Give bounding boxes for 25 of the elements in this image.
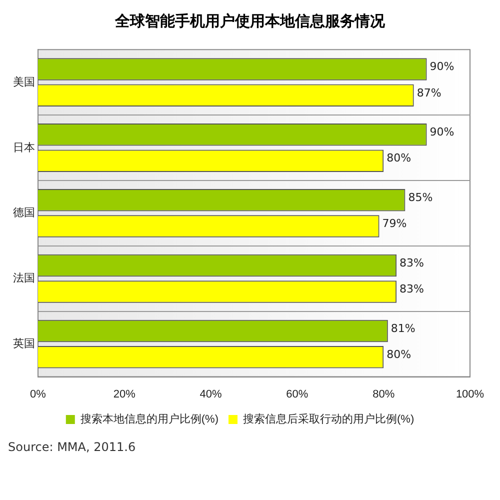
- data-label: 90%: [430, 60, 454, 74]
- x-tick-label: 40%: [200, 388, 222, 400]
- y-tick-label: 日本: [13, 140, 35, 154]
- source-note: Source: MMA, 2011.6: [8, 440, 136, 454]
- y-tick-label: 法国: [13, 272, 35, 285]
- legend-label: 搜索本地信息的用户比例(%): [80, 412, 218, 426]
- data-label: 87%: [416, 86, 442, 100]
- data-label: 83%: [400, 256, 424, 270]
- legend-label: 搜索信息后采取行动的用户比例(%): [243, 412, 414, 426]
- x-tick-label: 0%: [30, 388, 46, 400]
- y-tick-label: 英国: [13, 337, 35, 350]
- chart-title: 全球智能手机用户使用本地信息服务情况: [114, 12, 386, 31]
- data-label: 80%: [386, 348, 412, 362]
- x-tick-label: 80%: [372, 388, 395, 400]
- data-label: 80%: [386, 152, 412, 165]
- x-tick-label: 100%: [456, 388, 484, 400]
- data-label: 79%: [382, 217, 407, 230]
- y-tick-label: 德国: [13, 207, 35, 220]
- data-label: 83%: [400, 282, 424, 296]
- data-label: 81%: [390, 322, 416, 335]
- x-tick-label: 20%: [113, 388, 136, 400]
- data-label: 85%: [408, 190, 433, 204]
- x-tick-label: 60%: [286, 388, 308, 400]
- data-label: 90%: [430, 126, 454, 139]
- y-tick-label: 美国: [13, 75, 35, 88]
